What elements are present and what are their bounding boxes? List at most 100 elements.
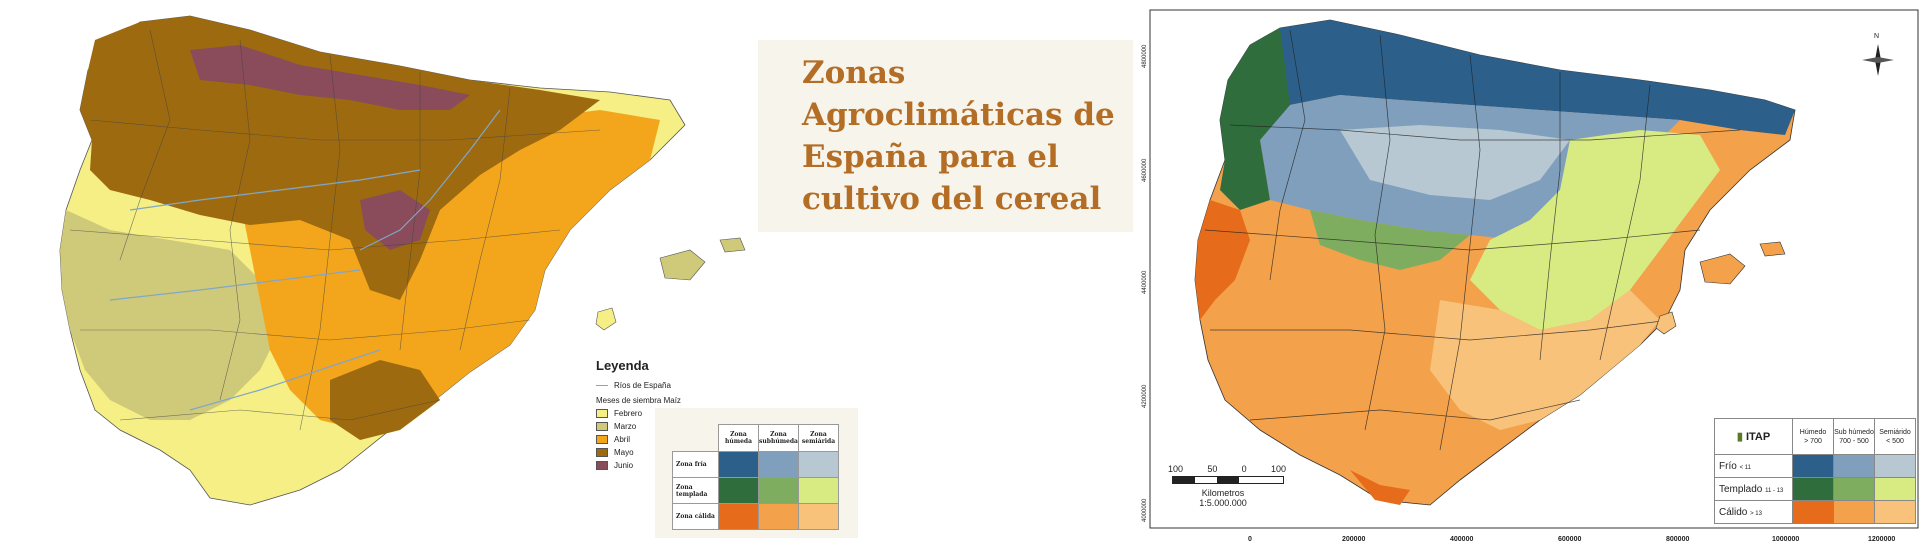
y-tick-label: 4600000	[1142, 158, 1148, 182]
x-tick-label: 600000	[1558, 536, 1582, 543]
zone-cell	[798, 451, 839, 478]
agroclimatic-zones-map: N	[1149, 9, 1919, 529]
zone-col-header: Zona húmeda	[718, 424, 759, 452]
legend-col-name: Húmedo	[1799, 428, 1827, 436]
legend-cell	[1874, 500, 1916, 524]
ibiza	[595, 307, 617, 331]
legend-col-header: Húmedo > 700	[1792, 418, 1834, 455]
zone-row-label: Zona templada	[672, 477, 719, 504]
compass-icon	[1862, 44, 1894, 76]
legend-cell	[1833, 500, 1875, 524]
legend-swatch	[596, 448, 608, 457]
legend-month-label: Abril	[614, 435, 631, 444]
scale-bar-graphic	[1172, 476, 1284, 484]
legend-row-label: Templado 11 - 13	[1714, 477, 1793, 501]
legend-row-rio: Ríos de España	[596, 379, 716, 392]
river-line-icon	[596, 385, 608, 386]
legend-row-range: < 11	[1739, 464, 1751, 471]
zone-row-label: Zona fría	[672, 451, 719, 478]
legend-month-label: Mayo	[614, 448, 634, 457]
scale-tick: 100	[1270, 464, 1286, 474]
logo-text: ITAP	[1745, 431, 1771, 443]
legend-row-month: Abril	[596, 433, 716, 446]
x-tick-label: 0	[1248, 536, 1252, 543]
zone-cell	[758, 451, 799, 478]
menorca	[719, 237, 746, 253]
mayo-zone-south	[330, 360, 440, 440]
left-legend: Leyenda Ríos de España Meses de siembra …	[596, 358, 716, 472]
itap-logo: ▮ ITAP	[1714, 418, 1793, 455]
zone-cell	[758, 503, 799, 530]
x-tick-label: 1000000	[1772, 536, 1800, 543]
legend-col-name: Sub húmedo	[1834, 428, 1874, 436]
frio-semiarido-zone	[1340, 125, 1570, 200]
legend-row-name: Templado	[1719, 483, 1763, 495]
frio-humedo-zone	[1225, 20, 1795, 150]
legend-cell	[1833, 477, 1875, 501]
legend-cell	[1792, 477, 1834, 501]
legend-cell	[1874, 477, 1916, 501]
x-tick-label: 800000	[1666, 536, 1690, 543]
climate-legend-table: ▮ ITAP Húmedo > 700 Sub húmedo 700 - 500 S…	[1714, 418, 1916, 524]
legend-cell	[1792, 454, 1834, 478]
y-tick-label: 4800000	[1142, 44, 1148, 68]
legend-cell	[1874, 454, 1916, 478]
province-borders	[1204, 29, 1741, 451]
rivers	[109, 109, 501, 411]
zone-cell	[718, 503, 759, 530]
legend-cell	[1792, 500, 1834, 524]
legend-swatch	[596, 409, 608, 418]
legend-row-name: Frío	[1719, 460, 1737, 472]
y-tick-label: 4400000	[1142, 270, 1148, 294]
legend-col-range: > 700	[1804, 437, 1822, 445]
x-tick-label: 1200000	[1868, 536, 1896, 543]
title-box: Zonas Agroclimáticas de España para el c…	[758, 40, 1133, 232]
x-tick-label: 400000	[1450, 536, 1474, 543]
scale-tick: 100	[1168, 464, 1184, 474]
page-title: Zonas Agroclimáticas de España para el c…	[802, 55, 1115, 217]
compass-north-label: N	[1874, 33, 1879, 40]
zone-grid: Zona húmeda Zona subhúmeda Zona semiárid…	[672, 424, 839, 530]
zone-corner	[673, 425, 719, 452]
legend-row-name: Cálido	[1719, 506, 1748, 518]
legend-row-label: Frío < 11	[1714, 454, 1793, 478]
legend-month-label: Febrero	[614, 409, 643, 418]
ibiza	[1655, 311, 1677, 335]
legend-col-range: 700 - 500	[1839, 437, 1869, 445]
scale-ratio: 1:5.000.000	[1199, 498, 1247, 508]
zone-cell	[798, 477, 839, 504]
legend-col-header: Sub húmedo 700 - 500	[1833, 418, 1875, 455]
legend-swatch	[596, 422, 608, 431]
maize-sowing-map	[59, 15, 746, 506]
legend-swatch	[596, 435, 608, 444]
legend-rio-label: Ríos de España	[614, 381, 671, 390]
zone-cell	[758, 477, 799, 504]
calido-humedo-south	[1350, 470, 1410, 505]
legend-col-name: Semiárido	[1879, 428, 1911, 436]
legend-col-header: Semiárido < 500	[1874, 418, 1916, 455]
zone-row-label: Zona cálida	[672, 503, 719, 530]
legend-subtitle: Meses de siembra Maíz	[596, 396, 681, 405]
templado-subhumedo-zone	[1310, 210, 1470, 270]
scale-tick: 50	[1207, 464, 1218, 474]
x-tick-label: 200000	[1342, 536, 1366, 543]
zone-col-header: Zona subhúmeda	[758, 424, 799, 452]
legend-row-month: Mayo	[596, 446, 716, 459]
junio-zone	[190, 45, 470, 110]
scale-ticks: 100 50 0 100	[1168, 464, 1286, 474]
legend-swatch	[596, 461, 608, 470]
mallorca	[659, 249, 706, 281]
scale-tick: 0	[1241, 464, 1247, 474]
zone-table: Zona húmeda Zona subhúmeda Zona semiárid…	[655, 408, 858, 538]
legend-row-range: > 13	[1750, 510, 1762, 517]
zone-cell	[718, 477, 759, 504]
calido-semiarido-zone	[1430, 290, 1660, 430]
templado-semiarido-zone	[1470, 130, 1720, 330]
legend-row-range: 11 - 13	[1765, 487, 1784, 494]
legend-title: Leyenda	[596, 358, 649, 373]
legend-row-label: Cálido > 13	[1714, 500, 1793, 524]
legend-col-range: < 500	[1886, 437, 1904, 445]
y-tick-label: 4000000	[1142, 498, 1148, 522]
zone-cell	[798, 503, 839, 530]
y-tick-label: 4200000	[1142, 384, 1148, 408]
